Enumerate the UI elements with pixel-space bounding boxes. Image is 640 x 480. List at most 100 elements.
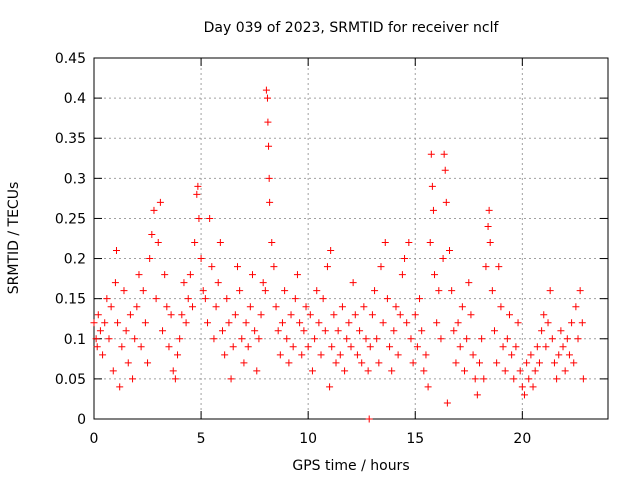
data-point bbox=[347, 343, 355, 351]
data-point bbox=[497, 303, 505, 311]
data-point bbox=[148, 230, 156, 238]
data-point bbox=[194, 182, 202, 190]
grid bbox=[94, 58, 608, 419]
data-point bbox=[319, 295, 327, 303]
data-point bbox=[572, 303, 580, 311]
data-point bbox=[281, 287, 289, 295]
data-point bbox=[368, 311, 376, 319]
data-point bbox=[184, 295, 192, 303]
data-point bbox=[233, 263, 241, 271]
data-point bbox=[111, 279, 119, 287]
data-point bbox=[291, 295, 299, 303]
data-point bbox=[163, 303, 171, 311]
data-point bbox=[446, 247, 454, 255]
data-point bbox=[553, 375, 561, 383]
data-point bbox=[240, 359, 248, 367]
data-point bbox=[409, 359, 417, 367]
data-point bbox=[482, 263, 490, 271]
data-point bbox=[114, 319, 122, 327]
data-point bbox=[403, 319, 411, 327]
data-point bbox=[298, 351, 306, 359]
data-point bbox=[261, 287, 269, 295]
data-point bbox=[268, 239, 276, 247]
data-point bbox=[508, 351, 516, 359]
data-point bbox=[302, 303, 310, 311]
data-point bbox=[467, 311, 475, 319]
data-point bbox=[206, 214, 214, 222]
data-point bbox=[442, 198, 450, 206]
data-point bbox=[503, 335, 511, 343]
axis-ticks: 0 0.05 0.1 0.15 0.2 0.25 0.3 0.35 0.4 0.45 0 5 10 15 2… bbox=[55, 51, 608, 447]
data-point bbox=[327, 247, 335, 255]
data-point bbox=[248, 271, 256, 279]
data-point bbox=[201, 295, 209, 303]
data-point bbox=[238, 335, 246, 343]
y-tick-label: 0.4 bbox=[64, 91, 86, 107]
data-point bbox=[118, 343, 126, 351]
data-point bbox=[236, 287, 244, 295]
data-point bbox=[338, 303, 346, 311]
data-point bbox=[520, 391, 528, 399]
data-point bbox=[199, 287, 207, 295]
data-point bbox=[548, 335, 556, 343]
data-point bbox=[570, 359, 578, 367]
data-point bbox=[424, 383, 432, 391]
data-point bbox=[225, 319, 233, 327]
data-point bbox=[461, 367, 469, 375]
data-point bbox=[139, 287, 147, 295]
data-point bbox=[227, 375, 235, 383]
data-point bbox=[429, 206, 437, 214]
data-point bbox=[208, 263, 216, 271]
data-point bbox=[112, 247, 120, 255]
y-tick-label: 0.1 bbox=[64, 332, 86, 348]
data-point bbox=[431, 271, 439, 279]
data-point bbox=[418, 327, 426, 335]
data-point bbox=[169, 367, 177, 375]
data-point bbox=[154, 239, 162, 247]
data-point bbox=[126, 311, 134, 319]
x-tick-label: 15 bbox=[406, 431, 424, 447]
data-point bbox=[265, 174, 273, 182]
data-point bbox=[262, 86, 270, 94]
y-tick-label: 0 bbox=[77, 412, 86, 428]
data-point bbox=[150, 206, 158, 214]
data-point bbox=[525, 375, 533, 383]
data-point bbox=[287, 311, 295, 319]
data-point bbox=[103, 295, 111, 303]
data-point bbox=[413, 343, 421, 351]
data-point bbox=[555, 351, 563, 359]
data-point bbox=[480, 375, 488, 383]
data-point bbox=[351, 311, 359, 319]
x-tick-label: 5 bbox=[197, 431, 206, 447]
data-point bbox=[311, 335, 319, 343]
data-point bbox=[578, 319, 586, 327]
data-point bbox=[420, 367, 428, 375]
data-point bbox=[544, 319, 552, 327]
data-point bbox=[204, 319, 212, 327]
data-point bbox=[330, 311, 338, 319]
data-point bbox=[407, 335, 415, 343]
data-point bbox=[336, 351, 344, 359]
data-point bbox=[141, 319, 149, 327]
data-point bbox=[94, 311, 102, 319]
data-points bbox=[90, 86, 587, 423]
data-point bbox=[527, 351, 535, 359]
data-point bbox=[516, 367, 524, 375]
data-point bbox=[212, 303, 220, 311]
data-point bbox=[189, 303, 197, 311]
data-point bbox=[216, 239, 224, 247]
data-point bbox=[433, 319, 441, 327]
data-point bbox=[439, 255, 447, 263]
data-point bbox=[540, 311, 548, 319]
data-point bbox=[300, 327, 308, 335]
data-point bbox=[326, 383, 334, 391]
data-point bbox=[396, 311, 404, 319]
data-point bbox=[386, 343, 394, 351]
data-point bbox=[514, 319, 522, 327]
data-point bbox=[265, 142, 273, 150]
data-point bbox=[390, 327, 398, 335]
data-point bbox=[321, 327, 329, 335]
data-point bbox=[323, 263, 331, 271]
data-point bbox=[93, 343, 101, 351]
x-axis-label: GPS time / hours bbox=[292, 458, 409, 474]
